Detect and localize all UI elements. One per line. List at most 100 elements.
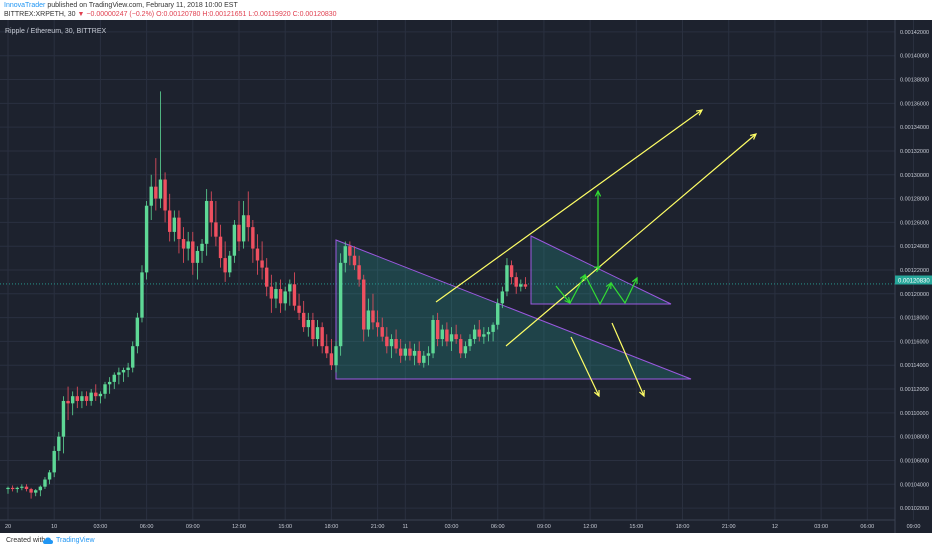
candle-body [459, 339, 463, 354]
candle-body [265, 267, 269, 287]
candle-body [218, 236, 223, 259]
candle-body [371, 310, 375, 323]
y-tick-label: 0.00128000 [900, 197, 929, 203]
candle-body [131, 346, 135, 368]
candle-body [80, 396, 84, 401]
candle-body [177, 217, 181, 240]
candle-body [15, 487, 19, 490]
chart-header: InnovaTrader published on TradingView.co… [0, 0, 932, 20]
candle-body [472, 329, 477, 340]
y-tick-label: 0.00124000 [900, 244, 929, 250]
x-tick-label: 11 [402, 524, 408, 530]
candle-body [311, 320, 315, 340]
y-tick-label: 0.00130000 [900, 173, 929, 179]
author-link[interactable]: InnovaTrader [4, 2, 46, 9]
candle-body [6, 487, 10, 490]
candle-body [38, 486, 43, 491]
down-arrow-left [570, 336, 600, 397]
candlestick-chart[interactable]: 0.00102000 0.00104000 0.00106000 0.00108000… [0, 20, 932, 533]
arrowhead [579, 273, 586, 282]
time-axis[interactable]: 20 10 03:00 06:00 09:00 12:00 15:00 18:00 21:00 1… [5, 524, 932, 530]
candle-body [399, 348, 403, 356]
down-arrow-right [611, 322, 645, 397]
candle-body [246, 215, 250, 228]
candle-body [297, 305, 301, 313]
y-tick-label: 0.00132000 [900, 149, 929, 155]
symbol-label: BITTREX:XRPETH, 30 [4, 11, 76, 18]
upper-channel-line [435, 109, 703, 303]
candle-body [168, 210, 172, 232]
chart-title: Ripple / Ethereum, 30, BITTREX [5, 28, 106, 35]
candle-body [43, 479, 47, 487]
candle-body [505, 265, 509, 292]
y-tick-label: 0.00106000 [900, 458, 929, 464]
candle-body [61, 400, 66, 437]
candle-body [306, 320, 310, 328]
candle-body [154, 186, 158, 199]
arrowhead [750, 133, 758, 140]
candle-body [426, 353, 431, 356]
symbol-line: BITTREX:XRPETH, 30 ▼ −0.00000247 (−0.2%)… [4, 11, 337, 18]
candle-body [366, 310, 371, 330]
tradingview-brand-link[interactable]: TradingView [56, 537, 95, 544]
x-tick-label: 06:00 [140, 524, 154, 530]
candle-body [431, 320, 435, 354]
candle-body [126, 367, 130, 370]
candle-body [325, 346, 329, 354]
arrowhead [695, 109, 704, 116]
x-tick-label: 03:00 [445, 524, 459, 530]
candle-body [352, 255, 357, 266]
candle-body [34, 490, 38, 493]
grid-lines [0, 20, 915, 520]
candle-body [163, 179, 167, 211]
candle-body [449, 334, 454, 342]
candle-body [486, 331, 491, 335]
candle-body [269, 286, 274, 299]
x-tick-label: 15:00 [278, 524, 292, 530]
candle-body [214, 222, 218, 237]
candle-body [241, 215, 246, 242]
candle-body [288, 284, 292, 292]
descending-triangle-small [530, 235, 672, 305]
chart-area[interactable]: 0.00102000 0.00104000 0.00106000 0.00108000… [0, 20, 932, 533]
candle-body [389, 339, 394, 347]
candle-body [66, 400, 70, 404]
arrowhead [639, 389, 645, 398]
candle-body [107, 381, 112, 385]
y-tick-label: 0.00120000 [900, 292, 929, 298]
candle-body [334, 346, 338, 366]
candle-body [496, 303, 500, 325]
y-tick-label: 0.00138000 [900, 78, 929, 84]
candle-body [468, 339, 472, 347]
candle-body [117, 372, 121, 375]
candle-body [223, 258, 227, 273]
candle-body [255, 248, 260, 261]
candle-body [500, 291, 505, 304]
tradingview-cloud-icon [43, 537, 53, 544]
y-tick-label: 0.00134000 [900, 125, 929, 131]
x-tick-label: 09:00 [186, 524, 200, 530]
x-tick-label: 12:00 [583, 524, 597, 530]
price-axis[interactable]: 0.00102000 0.00104000 0.00106000 0.00108000… [900, 30, 929, 512]
candle-body [292, 284, 297, 306]
candle-body [274, 289, 278, 299]
candle-body [343, 246, 347, 263]
candle-body [98, 393, 103, 397]
descending-triangle-large [335, 239, 692, 380]
candle-body [10, 487, 15, 490]
arrowhead [605, 281, 612, 290]
candle-body [20, 486, 24, 488]
candle-body [135, 317, 140, 347]
y-tick-label: 0.00142000 [900, 30, 929, 36]
candle-body [320, 327, 324, 347]
candle-body [482, 334, 486, 337]
y-tick-label: 0.00140000 [900, 54, 929, 60]
x-tick-label: 03:00 [94, 524, 108, 530]
ohlc-values: O:0.00120780 H:0.00121651 L:0.00119920 C… [156, 11, 337, 18]
lower-channel-line [505, 133, 757, 347]
candle-body [228, 255, 232, 273]
candle-body [445, 329, 449, 342]
x-tick-label: 20 [5, 524, 11, 530]
candle-body [191, 241, 195, 263]
candle-body [380, 327, 384, 337]
